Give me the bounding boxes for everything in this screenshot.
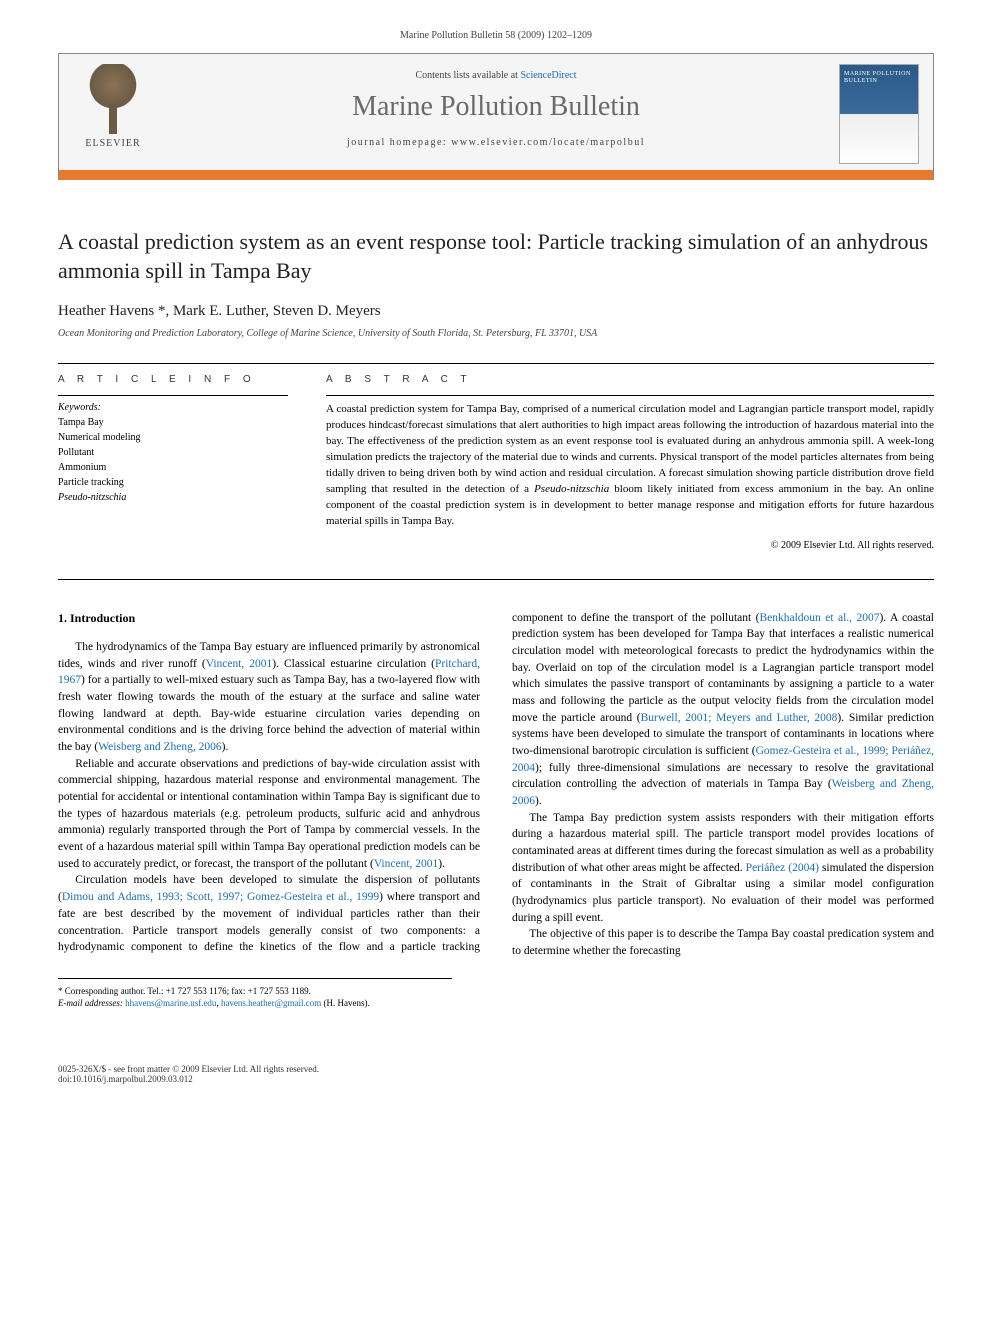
keyword-item: Ammonium	[58, 460, 288, 475]
journal-masthead: ELSEVIER Contents lists available at Sci…	[58, 53, 934, 170]
affiliation-line: Ocean Monitoring and Prediction Laborato…	[58, 328, 934, 339]
keyword-item: Tampa Bay	[58, 415, 288, 430]
abstract-copyright: © 2009 Elsevier Ltd. All rights reserved…	[326, 540, 934, 551]
intro-paragraph: The Tampa Bay prediction system assists …	[512, 810, 934, 927]
abstract-heading: A B S T R A C T	[326, 374, 934, 385]
email-link[interactable]: havens.heather@gmail.com	[221, 998, 321, 1008]
body-text: The objective of this paper is to descri…	[512, 928, 934, 957]
email-link[interactable]: hhavens@marine.usf.edu	[125, 998, 216, 1008]
article-info-block: A R T I C L E I N F O Keywords: Tampa Ba…	[58, 374, 288, 551]
authors-line: Heather Havens *, Mark E. Luther, Steven…	[58, 303, 934, 320]
journal-title: Marine Pollution Bulletin	[153, 91, 839, 123]
keyword-item: Numerical modeling	[58, 430, 288, 445]
contents-pre: Contents lists available at	[415, 70, 520, 81]
sciencedirect-link[interactable]: ScienceDirect	[520, 70, 576, 81]
info-divider	[58, 395, 288, 396]
keyword-item: Particle tracking	[58, 475, 288, 490]
page-footer: 0025-326X/$ - see front matter © 2009 El…	[0, 1064, 992, 1104]
front-matter-line: 0025-326X/$ - see front matter © 2009 El…	[58, 1064, 319, 1074]
section-heading-intro: 1. Introduction	[58, 610, 480, 627]
citation-link[interactable]: Burwell, 2001; Meyers and Luther, 2008	[641, 712, 838, 724]
body-text: ).	[222, 741, 229, 753]
citation-link[interactable]: Dimou and Adams, 1993; Scott, 1997; Gome…	[62, 891, 379, 903]
citation-link[interactable]: Vincent, 2001	[206, 658, 273, 670]
abstract-italic-species: Pseudo-nitzschia	[534, 483, 609, 495]
emails-label: E-mail addresses:	[58, 998, 123, 1008]
info-abstract-row: A R T I C L E I N F O Keywords: Tampa Ba…	[58, 374, 934, 551]
email-person: (H. Havens).	[323, 998, 369, 1008]
journal-homepage-line: journal homepage: www.elsevier.com/locat…	[153, 137, 839, 148]
citation-link[interactable]: Weisberg and Zheng, 2006	[98, 741, 221, 753]
intro-paragraph: The hydrodynamics of the Tampa Bay estua…	[58, 639, 480, 756]
intro-paragraph: The objective of this paper is to descri…	[512, 926, 934, 959]
publisher-label: ELSEVIER	[85, 138, 140, 149]
footer-left: 0025-326X/$ - see front matter © 2009 El…	[58, 1064, 319, 1084]
citation-link[interactable]: Benkhaldoun et al., 2007	[759, 612, 879, 624]
citation-link[interactable]: Periáñez (2004)	[746, 862, 819, 874]
article-title: A coastal prediction system as an event …	[58, 228, 934, 285]
footnotes-block: * Corresponding author. Tel.: +1 727 553…	[58, 978, 452, 1010]
keywords-label: Keywords:	[58, 402, 288, 413]
body-text: ). A coastal prediction system has been …	[512, 612, 934, 724]
body-text: Reliable and accurate observations and p…	[58, 758, 480, 870]
doi-line: doi:10.1016/j.marpolbul.2009.03.012	[58, 1074, 319, 1084]
masthead-center: Contents lists available at ScienceDirec…	[153, 64, 839, 148]
journal-cover-thumbnail	[839, 64, 919, 164]
running-header: Marine Pollution Bulletin 58 (2009) 1202…	[58, 30, 934, 41]
body-two-columns: 1. Introduction The hydrodynamics of the…	[58, 610, 934, 960]
keyword-item: Pollutant	[58, 445, 288, 460]
intro-paragraph: Reliable and accurate observations and p…	[58, 756, 480, 873]
publisher-logo-block: ELSEVIER	[73, 64, 153, 149]
orange-accent-bar	[58, 170, 934, 180]
abstract-block: A B S T R A C T A coastal prediction sys…	[326, 374, 934, 551]
title-block: A coastal prediction system as an event …	[58, 228, 934, 339]
body-text: ). Classical estuarine circulation (	[272, 658, 435, 670]
abstract-text: A coastal prediction system for Tampa Ba…	[326, 402, 934, 530]
body-text: ).	[438, 858, 445, 870]
corresponding-author-note: * Corresponding author. Tel.: +1 727 553…	[58, 985, 452, 998]
body-text: ).	[535, 795, 542, 807]
abstract-text-pre: A coastal prediction system for Tampa Ba…	[326, 403, 934, 495]
email-addresses-line: E-mail addresses: hhavens@marine.usf.edu…	[58, 997, 452, 1010]
keyword-item: Pseudo-nitzschia	[58, 490, 288, 505]
divider-rule	[58, 363, 934, 364]
citation-link[interactable]: Vincent, 2001	[374, 858, 438, 870]
keywords-list: Tampa Bay Numerical modeling Pollutant A…	[58, 415, 288, 505]
contents-available-line: Contents lists available at ScienceDirec…	[153, 70, 839, 81]
divider-rule	[58, 579, 934, 580]
abstract-divider	[326, 395, 934, 396]
article-info-heading: A R T I C L E I N F O	[58, 374, 288, 385]
elsevier-tree-icon	[83, 64, 143, 134]
